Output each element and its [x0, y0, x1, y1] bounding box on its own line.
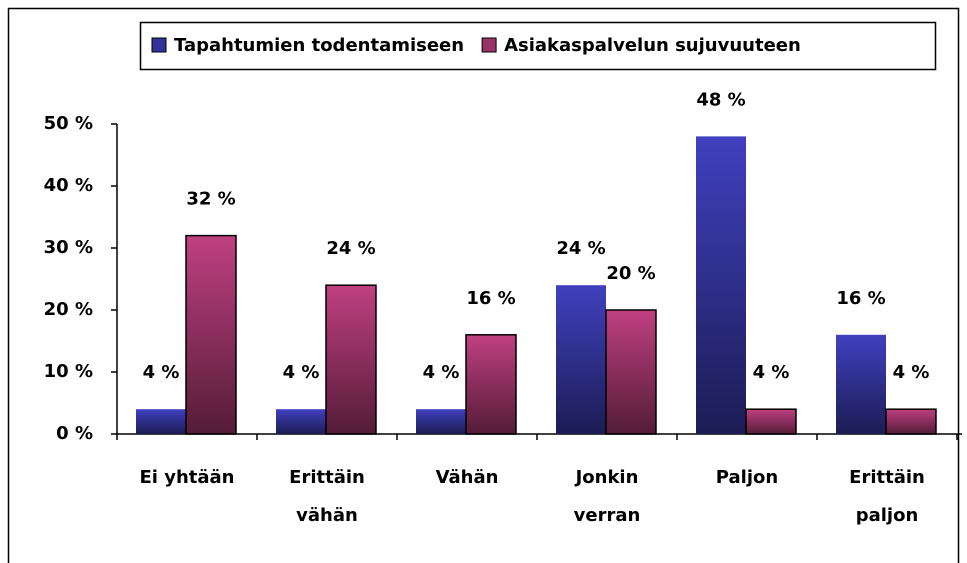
legend-swatch [151, 37, 167, 53]
data-label: 4 % [893, 362, 930, 383]
x-tick-label: Paljon [716, 467, 778, 488]
y-tick-label: 0 % [56, 423, 93, 444]
bar [325, 284, 377, 435]
x-tick-label: Erittäin paljon [849, 467, 925, 526]
legend-label: Tapahtumien todentamiseen [174, 35, 464, 56]
bar [136, 409, 186, 434]
data-label: 4 % [753, 362, 790, 383]
y-tick-label: 30 % [44, 237, 93, 258]
bar [605, 309, 657, 435]
legend-box [139, 21, 937, 71]
x-tick-label: Erittäin vähän [289, 467, 365, 526]
bar [556, 285, 606, 434]
bar [836, 334, 886, 434]
legend-label: Asiakaspalvelun sujuvuuteen [504, 35, 801, 56]
data-label: 16 % [836, 288, 885, 309]
data-label: 32 % [186, 189, 235, 210]
bar [745, 408, 797, 435]
bar [416, 409, 466, 434]
legend-swatch [481, 37, 497, 53]
y-tick-label: 20 % [44, 299, 93, 320]
y-tick-label: 10 % [44, 361, 93, 382]
x-tick-label: Ei yhtään [140, 467, 235, 488]
y-tick-label: 50 % [44, 113, 93, 134]
bar [696, 136, 746, 434]
x-tick-label: Jonkin verran [574, 467, 641, 526]
bar [185, 234, 237, 435]
data-label: 16 % [466, 288, 515, 309]
data-label: 24 % [326, 238, 375, 259]
bar [276, 409, 326, 434]
data-label: 24 % [556, 238, 605, 259]
data-label: 4 % [423, 362, 460, 383]
data-label: 4 % [143, 362, 180, 383]
chart-frame [7, 7, 960, 563]
data-label: 4 % [283, 362, 320, 383]
bar [465, 334, 517, 435]
bar [885, 408, 937, 435]
x-tick-label: Vähän [436, 467, 499, 488]
y-tick-label: 40 % [44, 175, 93, 196]
data-label: 48 % [696, 89, 745, 110]
data-label: 20 % [606, 263, 655, 284]
